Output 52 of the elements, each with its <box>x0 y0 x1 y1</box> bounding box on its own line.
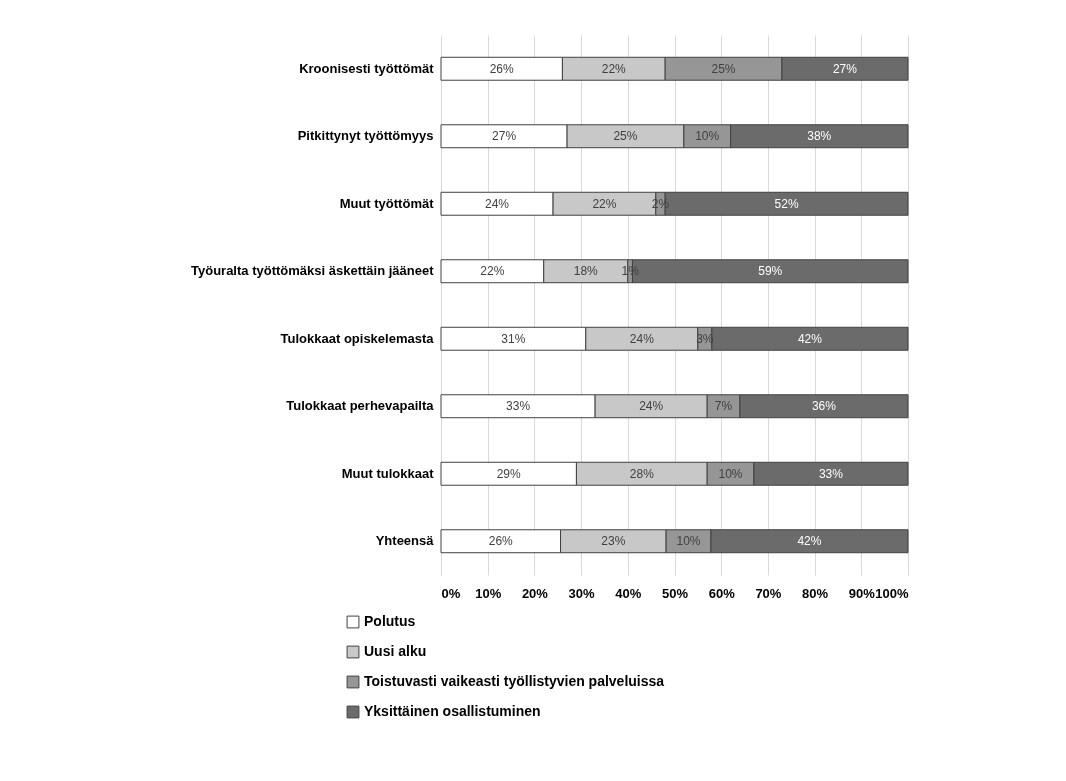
x-tick-label: 50% <box>661 585 689 601</box>
x-tick-label: 70% <box>755 585 782 601</box>
x-tick-label: 90% <box>848 585 876 601</box>
data-label: 26% <box>488 534 514 549</box>
data-label: 33% <box>506 399 531 414</box>
data-label: 22% <box>601 61 627 76</box>
x-tick-label: 20% <box>521 585 549 601</box>
data-label: 25% <box>613 129 638 144</box>
x-tick-label: 10% <box>475 585 502 601</box>
data-label: 33% <box>818 466 844 481</box>
data-label: 7% <box>714 399 733 414</box>
data-label: 31% <box>501 331 526 346</box>
data-label: 29% <box>496 466 522 481</box>
data-label: 38% <box>807 129 832 144</box>
y-tick-label: Pitkittynyt työttömyys <box>297 128 434 144</box>
x-tick-label: 100% <box>875 585 909 601</box>
y-tick-label: Tulokkaat opiskelemasta <box>280 330 435 346</box>
legend-label: Toistuvasti vaikeasti työllistyvien palveluissa <box>364 673 665 689</box>
data-label: 42% <box>797 331 823 346</box>
data-label: 18% <box>573 264 599 279</box>
data-label: 27% <box>832 61 858 76</box>
data-label: 27% <box>492 129 517 144</box>
data-label: 10% <box>718 466 743 481</box>
data-label: 10% <box>676 534 701 549</box>
data-label: 24% <box>639 399 664 414</box>
data-label: 25% <box>711 61 736 76</box>
data-label: 26% <box>489 61 515 76</box>
y-tick-label: Tulokkaat perhevapailta <box>286 398 435 414</box>
legend-label: Yksittäinen osallistuminen <box>364 703 541 719</box>
data-label: 22% <box>480 264 505 279</box>
data-label: 59% <box>758 264 783 279</box>
y-tick-label: Työuralta työttömäksi äskettäin jääneet <box>190 263 435 279</box>
y-tick-label: Kroonisesti työttömät <box>299 60 435 76</box>
data-label: 22% <box>592 196 617 211</box>
x-tick-label: 0% <box>441 585 461 601</box>
y-tick-label: Muut tulokkaat <box>341 465 435 481</box>
data-label: 36% <box>811 399 837 414</box>
x-tick-label: 40% <box>615 585 642 601</box>
data-label: 52% <box>774 196 799 211</box>
legend-label: Uusi alku <box>364 643 427 659</box>
data-label: 28% <box>629 466 655 481</box>
data-label: 24% <box>629 331 655 346</box>
data-label: 42% <box>797 534 822 549</box>
data-label: 10% <box>695 129 720 144</box>
legend-label: Polutus <box>364 613 416 629</box>
x-tick-label: 60% <box>708 585 736 601</box>
x-tick-label: 80% <box>802 585 829 601</box>
y-tick-label: Yhteensä <box>375 533 435 549</box>
data-label: 24% <box>485 196 510 211</box>
y-tick-label: Muut työttömät <box>339 195 435 211</box>
x-tick-label: 30% <box>568 585 596 601</box>
data-label: 23% <box>601 534 626 549</box>
